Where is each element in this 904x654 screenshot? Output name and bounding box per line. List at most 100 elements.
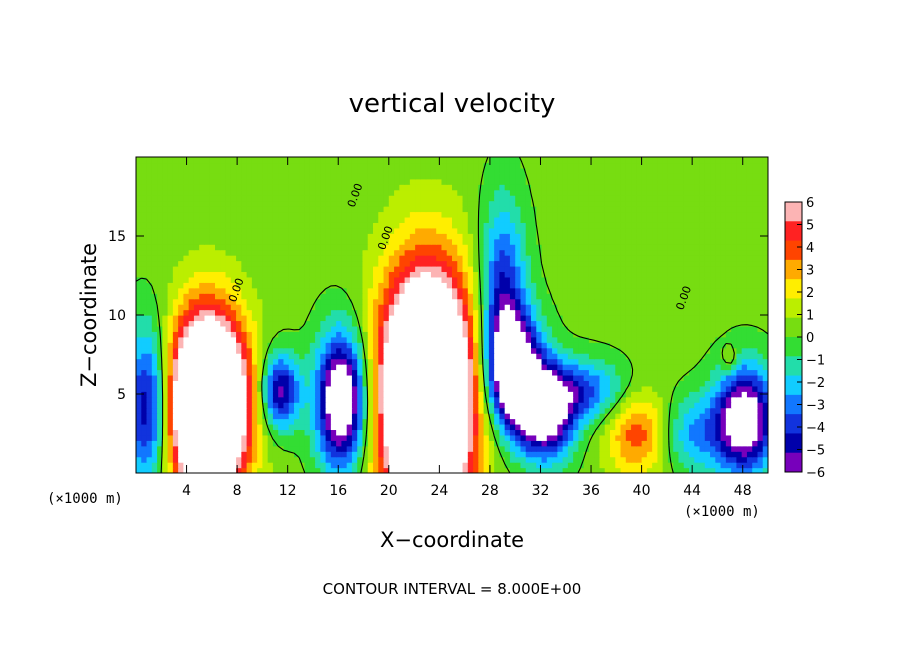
field-cell xyxy=(262,445,269,452)
field-cell xyxy=(731,293,737,300)
field-cell xyxy=(425,467,432,473)
field-cell xyxy=(457,309,464,316)
field-cell xyxy=(330,413,337,420)
field-cell xyxy=(167,325,174,332)
field-cell xyxy=(373,271,379,278)
field-cell xyxy=(594,418,601,425)
field-cell xyxy=(757,298,764,305)
field-cell xyxy=(425,456,432,463)
field-cell xyxy=(309,244,316,251)
field-cell xyxy=(599,391,606,398)
field-cell xyxy=(241,331,248,338)
field-cell xyxy=(725,434,732,441)
field-cell xyxy=(294,407,300,414)
field-cell xyxy=(578,336,585,343)
field-cell xyxy=(667,325,674,332)
field-cell xyxy=(362,407,369,414)
field-cell xyxy=(736,353,743,360)
field-cell xyxy=(604,385,611,392)
field-cell xyxy=(562,282,569,289)
field-cell xyxy=(678,456,685,463)
field-cell xyxy=(157,347,163,354)
field-cell xyxy=(504,407,511,414)
field-cell xyxy=(288,445,295,452)
field-cell xyxy=(557,467,564,473)
field-cell xyxy=(599,315,606,322)
field-cell xyxy=(336,255,342,262)
field-cell xyxy=(646,374,653,381)
field-cell xyxy=(625,462,632,469)
field-cell xyxy=(646,423,653,431)
field-cell xyxy=(409,364,416,371)
field-cell xyxy=(473,451,479,458)
field-cell xyxy=(388,358,395,365)
field-cell xyxy=(673,413,680,420)
field-cell xyxy=(388,336,395,343)
field-cell xyxy=(373,369,379,376)
field-cell xyxy=(583,369,590,376)
field-cell xyxy=(415,380,421,387)
field-cell xyxy=(136,413,142,420)
field-cell xyxy=(399,342,406,349)
field-cell xyxy=(620,364,627,371)
field-cell xyxy=(262,304,269,311)
field-cell xyxy=(251,413,258,420)
field-cell xyxy=(683,287,690,294)
field-cell xyxy=(552,298,558,305)
field-cell xyxy=(383,271,390,278)
field-cell xyxy=(394,385,400,392)
field-cell xyxy=(457,353,464,360)
field-cell xyxy=(504,255,511,262)
field-cell xyxy=(573,413,579,420)
field-cell xyxy=(704,358,711,365)
field-cell xyxy=(262,358,269,365)
field-cell xyxy=(473,467,479,473)
field-cell xyxy=(325,467,332,473)
field-cell xyxy=(452,265,458,273)
field-cell xyxy=(209,451,216,458)
field-cell xyxy=(683,255,690,262)
field-cell xyxy=(209,315,216,322)
field-cell xyxy=(425,391,432,398)
field-cell xyxy=(462,336,469,343)
field-cell xyxy=(251,325,258,332)
field-cell xyxy=(299,369,306,376)
field-cell xyxy=(351,255,358,262)
field-cell xyxy=(610,380,616,387)
field-cell xyxy=(215,336,221,343)
field-cell xyxy=(673,434,680,441)
field-cell xyxy=(351,315,358,322)
field-cell xyxy=(683,309,690,316)
field-cell xyxy=(136,369,142,376)
field-cell xyxy=(209,331,216,338)
field-cell xyxy=(752,467,759,473)
field-cell xyxy=(420,282,427,289)
field-cell xyxy=(699,369,706,376)
field-cell xyxy=(757,260,764,267)
field-cell xyxy=(573,315,579,322)
field-cell xyxy=(236,331,242,338)
field-cell xyxy=(615,298,622,305)
field-cell xyxy=(394,249,400,256)
field-cell xyxy=(341,282,348,289)
field-cell xyxy=(610,451,616,458)
field-cell xyxy=(241,304,248,311)
field-cell xyxy=(704,402,711,409)
field-cell xyxy=(188,456,195,463)
field-cell xyxy=(325,418,332,425)
field-cell xyxy=(225,385,232,392)
field-cell xyxy=(146,456,153,463)
field-cell xyxy=(299,353,306,360)
field-cell xyxy=(731,456,737,463)
field-cell xyxy=(441,391,448,398)
field-cell xyxy=(178,353,184,360)
field-cell xyxy=(409,304,416,311)
field-cell xyxy=(494,353,500,360)
field-cell xyxy=(357,385,364,392)
field-cell xyxy=(746,320,753,327)
field-cell xyxy=(399,396,406,403)
field-cell xyxy=(525,429,532,436)
field-cell xyxy=(520,315,527,322)
field-cell xyxy=(209,249,216,256)
field-cell xyxy=(483,260,490,267)
